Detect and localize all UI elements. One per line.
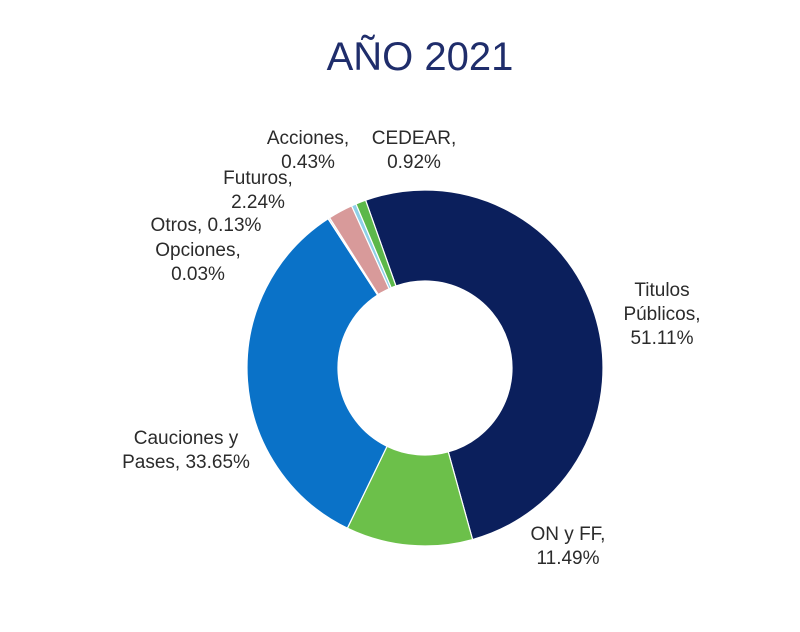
slice-labels: Titulos Públicos, 51.11% ON y FF, 11.49% Cauc… xyxy=(122,128,700,569)
label-acciones: Acciones, 0.43% xyxy=(267,128,349,173)
donut-slices xyxy=(246,189,604,547)
label-otros: Otros, 0.13% xyxy=(151,215,262,236)
label-futuros: Futuros, 2.24% xyxy=(223,168,293,213)
label-cedear: CEDEAR, 0.92% xyxy=(372,128,456,173)
slice-cedear xyxy=(355,199,397,289)
chart-title: AÑO 2021 xyxy=(327,34,514,79)
label-cauciones-y-pases: Cauciones y Pases, 33.65% xyxy=(122,428,250,473)
slice-titulos-públicos xyxy=(364,189,604,541)
label-titulos-públicos: Titulos Públicos, 51.11% xyxy=(623,280,700,349)
label-on-y-ff: ON y FF, 11.49% xyxy=(531,524,606,569)
slice-cauciones-y-pases xyxy=(246,217,388,529)
label-opciones: Opciones, 0.03% xyxy=(155,240,241,285)
